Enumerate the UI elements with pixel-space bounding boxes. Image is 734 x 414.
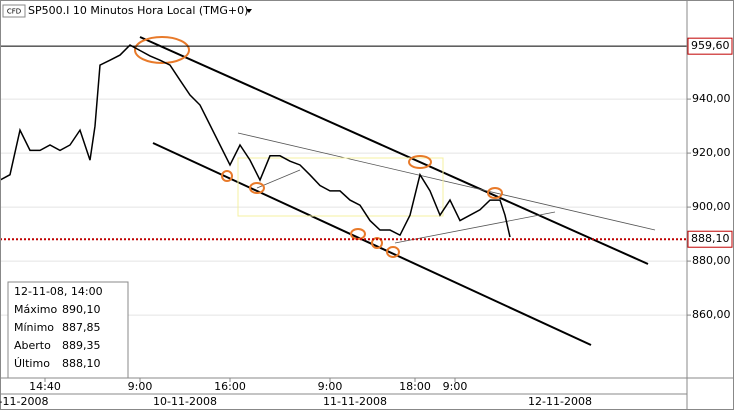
circle <box>386 246 400 258</box>
y-tick-label: 860,00 <box>692 308 731 321</box>
circle <box>134 36 190 64</box>
dropdown-arrow[interactable] <box>246 9 252 13</box>
date-label: 12-11-2008 <box>528 395 592 408</box>
y-tick-label: 880,00 <box>692 254 731 267</box>
x-tick-label: 16:00 <box>214 380 246 393</box>
plot <box>0 44 687 241</box>
circle <box>371 237 383 249</box>
date-label: 10-11-2008 <box>153 395 217 408</box>
circle <box>221 170 233 182</box>
trend-line <box>237 132 656 231</box>
info-text: Último <box>14 357 50 370</box>
y-tick-label: 920,00 <box>692 146 731 159</box>
date-label: 7-11-2008 <box>0 395 48 408</box>
info-box: 12-11-08, 14:00 Máximo 890,10 Mínimo 887,85 A… <box>7 281 129 379</box>
y-tick-label: 940,00 <box>692 92 731 105</box>
info-text: Mínimo <box>14 321 54 334</box>
badge: CFD <box>7 8 21 16</box>
circle <box>487 187 503 199</box>
price-line-series <box>0 44 511 238</box>
info-text: Máximo <box>14 303 58 316</box>
price-label: 959,60 <box>691 39 730 52</box>
highlight-box <box>237 157 444 217</box>
price-label-box <box>687 37 733 55</box>
trend-line <box>256 169 301 189</box>
x-tick-label: 18:00 <box>399 380 431 393</box>
info-text: 888,10 <box>62 357 101 370</box>
info-text: Aberto <box>14 339 51 352</box>
x-tick-label: 14:40 <box>29 380 61 393</box>
date-label: 11-11-2008 <box>323 395 387 408</box>
badge-box <box>2 4 26 18</box>
y-tick-label: 900,00 <box>692 200 731 213</box>
x-tick-label: 9:00 <box>443 380 468 393</box>
info-text: 12-11-08, 14:00 <box>14 285 103 298</box>
circle <box>249 182 265 194</box>
info-text: 890,10 <box>62 303 101 316</box>
info-text: 887,85 <box>62 321 101 334</box>
chart-title: SP500.I 10 Minutos Hora Local (TMG+0) <box>28 4 248 17</box>
price-label-box <box>687 230 733 248</box>
price-label: 888,10 <box>691 232 730 245</box>
grid <box>0 98 687 316</box>
triangle-lines <box>237 132 656 244</box>
x-tick-label: 9:00 <box>318 380 343 393</box>
info-panel <box>7 281 129 379</box>
circle <box>408 155 432 169</box>
circles <box>134 36 503 258</box>
x-tick-label: 9:00 <box>128 380 153 393</box>
trend-line <box>139 36 649 265</box>
info-text: 889,35 <box>62 339 101 352</box>
trend-line <box>394 211 556 244</box>
